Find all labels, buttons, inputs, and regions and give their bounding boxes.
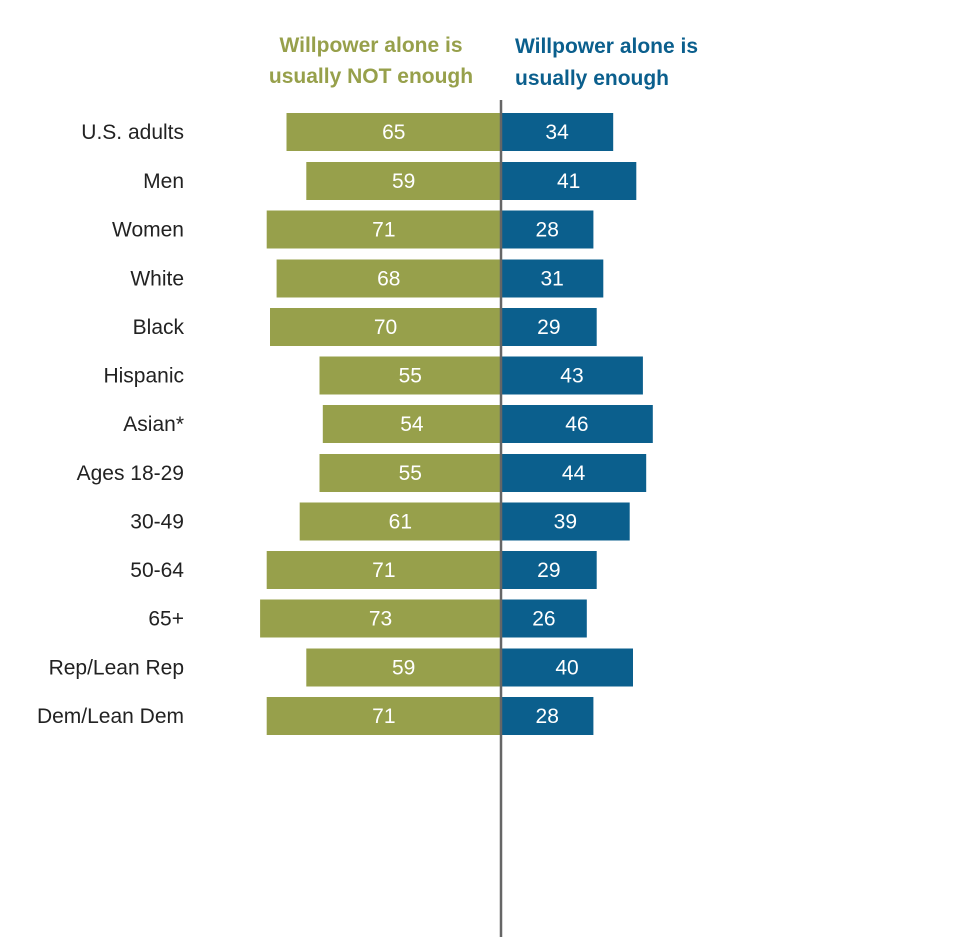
bar-not-enough — [319, 454, 501, 492]
category-label: Rep/Lean Rep — [49, 657, 184, 680]
value-label-enough: 43 — [560, 365, 583, 388]
bar-enough — [501, 162, 637, 200]
chart-row: Hispanic 55 43 — [103, 356, 643, 395]
bar-not-enough — [266, 551, 501, 589]
bar-enough — [501, 502, 630, 541]
value-label-not-enough: 71 — [372, 219, 395, 242]
bar-enough — [501, 405, 653, 443]
series-headers: Willpower alone is usually NOT enough Wi… — [269, 34, 698, 90]
value-label-not-enough: 65 — [382, 121, 405, 144]
category-label: 50-64 — [130, 559, 184, 582]
value-label-enough: 28 — [536, 219, 559, 242]
chart-row: White 68 31 — [130, 259, 604, 298]
value-label-not-enough: 71 — [372, 559, 395, 582]
bar-enough — [501, 113, 614, 151]
category-label: Men — [143, 170, 184, 193]
category-label: Ages 18-29 — [77, 462, 184, 485]
category-label: Hispanic — [103, 365, 184, 388]
value-label-not-enough: 59 — [392, 170, 415, 193]
bar-not-enough — [286, 113, 501, 151]
value-label-not-enough: 71 — [372, 705, 395, 728]
category-label: Black — [133, 316, 185, 339]
bar-enough — [501, 308, 597, 346]
bar-not-enough — [270, 308, 501, 346]
value-label-enough: 29 — [537, 559, 560, 582]
category-label: Asian* — [123, 413, 184, 436]
bar-not-enough — [266, 210, 501, 249]
value-label-enough: 44 — [562, 462, 586, 485]
chart-row: Dem/Lean Dem 71 28 — [37, 697, 594, 735]
value-label-not-enough: 59 — [392, 657, 415, 680]
value-label-not-enough: 68 — [377, 268, 400, 291]
value-label-enough: 39 — [554, 511, 577, 534]
bar-enough — [501, 454, 647, 492]
header-enough-line-2: usually enough — [515, 67, 669, 90]
category-label: 65+ — [148, 608, 184, 631]
chart-row: Rep/Lean Rep 59 40 — [49, 648, 633, 687]
value-label-enough: 34 — [545, 121, 569, 144]
value-label-enough: 41 — [557, 170, 580, 193]
bar-not-enough — [306, 648, 501, 687]
value-label-not-enough: 55 — [399, 365, 422, 388]
header-not-enough-line-2: usually NOT enough — [269, 65, 473, 88]
chart-row: 65+ 73 26 — [148, 599, 587, 638]
chart-row: Men 59 41 — [143, 162, 637, 200]
value-label-not-enough: 70 — [374, 316, 397, 339]
bar-not-enough — [322, 405, 501, 443]
bar-not-enough — [306, 162, 501, 200]
value-label-enough: 28 — [536, 705, 559, 728]
category-label: Women — [112, 219, 184, 242]
bar-enough — [501, 210, 594, 249]
category-label: Dem/Lean Dem — [37, 705, 184, 728]
value-label-enough: 26 — [532, 608, 555, 631]
value-label-not-enough: 73 — [369, 608, 392, 631]
header-enough-line-1: Willpower alone is — [515, 35, 698, 58]
bar-enough — [501, 551, 597, 589]
chart-row: Women 71 28 — [112, 210, 594, 249]
bar-enough — [501, 648, 633, 687]
category-label: 30-49 — [130, 511, 184, 534]
value-label-enough: 40 — [555, 657, 578, 680]
value-label-enough: 31 — [540, 268, 563, 291]
chart-row: 50-64 71 29 — [130, 551, 597, 589]
bar-not-enough — [276, 259, 501, 298]
chart-row: Ages 18-29 55 44 — [77, 454, 647, 492]
bar-not-enough — [266, 697, 501, 735]
category-label: White — [130, 268, 184, 291]
chart-rows: U.S. adults 65 34 Men 59 41 Women 71 28 White 68 31… — [37, 113, 653, 735]
category-label: U.S. adults — [81, 121, 184, 144]
bar-enough — [501, 697, 594, 735]
chart-row: U.S. adults 65 34 — [81, 113, 614, 151]
bar-not-enough — [260, 599, 501, 638]
bar-enough — [501, 259, 604, 298]
value-label-not-enough: 54 — [400, 413, 424, 436]
header-not-enough-line-1: Willpower alone is — [279, 34, 462, 57]
chart-row: Black 70 29 — [133, 308, 597, 346]
bar-enough — [501, 599, 587, 638]
bar-not-enough — [299, 502, 501, 541]
value-label-enough: 29 — [537, 316, 560, 339]
chart-row: Asian* 54 46 — [123, 405, 653, 443]
value-label-enough: 46 — [565, 413, 588, 436]
bar-not-enough — [319, 356, 501, 395]
chart-row: 30-49 61 39 — [130, 502, 630, 541]
bar-enough — [501, 356, 643, 395]
value-label-not-enough: 61 — [389, 511, 412, 534]
value-label-not-enough: 55 — [399, 462, 422, 485]
